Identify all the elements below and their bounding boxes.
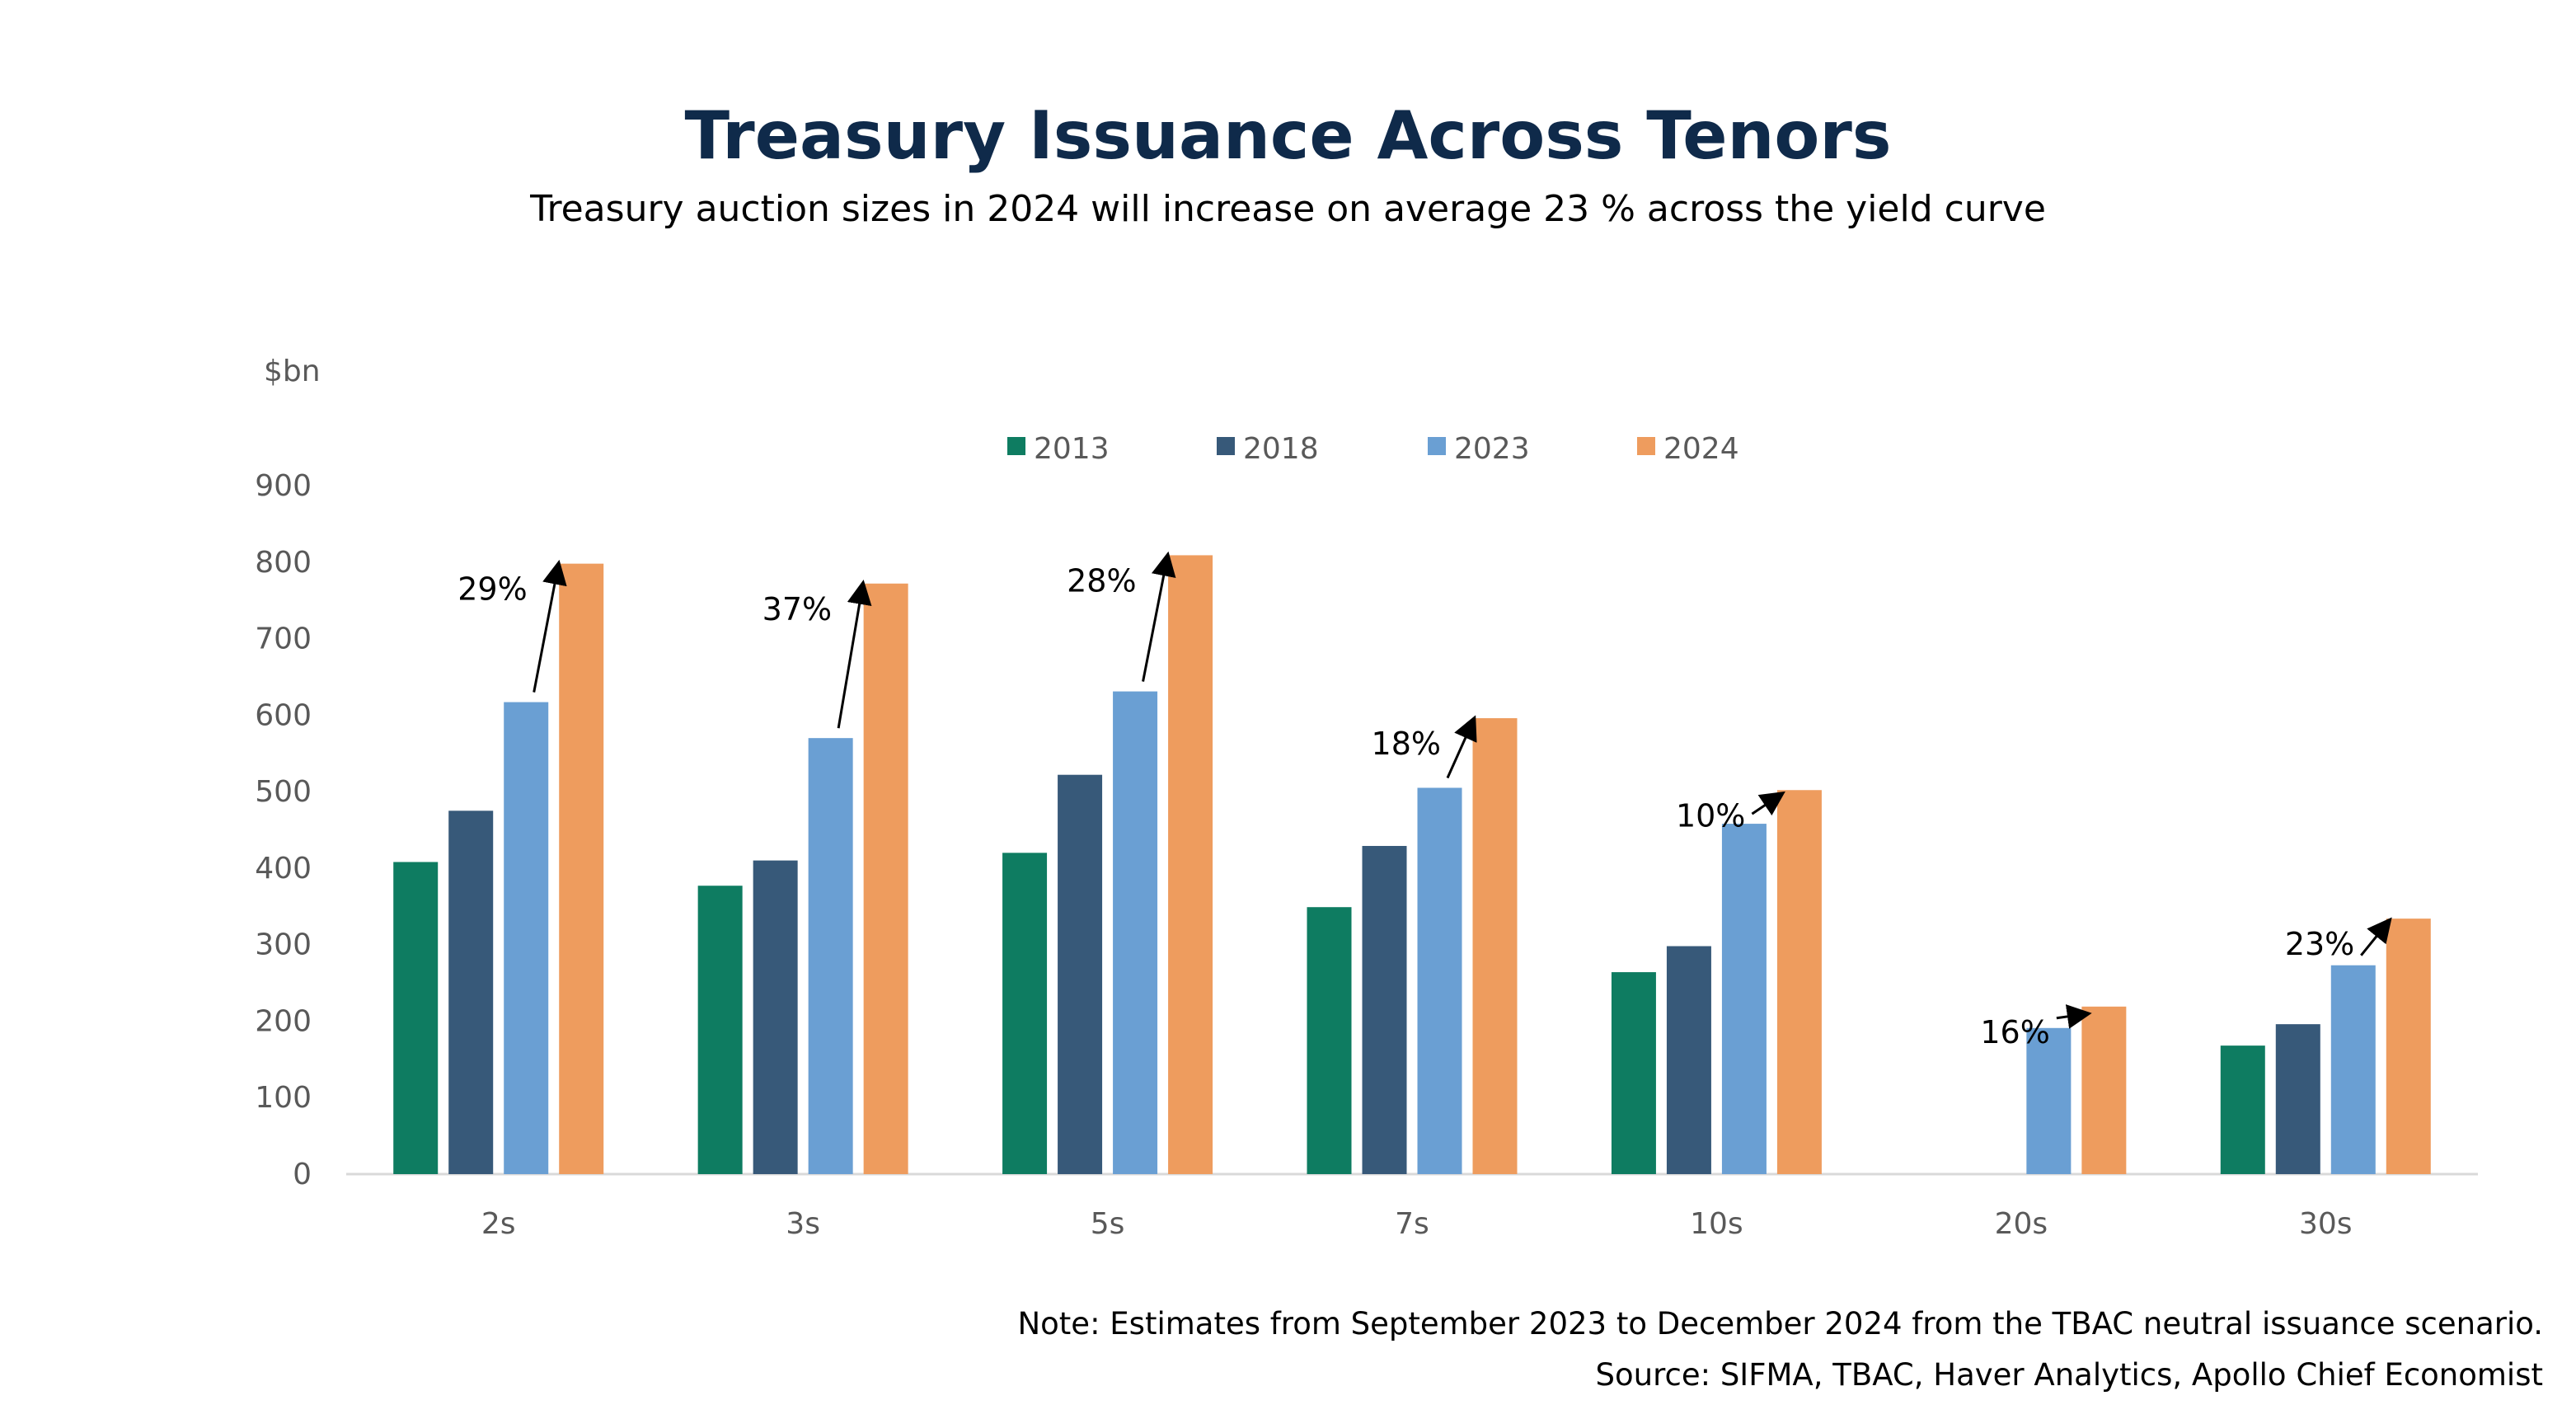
chart-title: Treasury Issuance Across Tenors [684,97,1892,174]
bar-10s-2018 [1666,946,1711,1174]
bar-7s-2018 [1362,845,1407,1174]
x-tick-label-3s: 3s [786,1207,820,1241]
bar-30s-2024 [2386,919,2431,1174]
bar-2s-2024 [559,563,604,1174]
legend-swatch-2024 [1637,437,1655,455]
bar-7s-2013 [1307,907,1352,1174]
chart-subtitle: Treasury auction sizes in 2024 will incr… [530,188,2046,230]
growth-arrow-30s [2360,917,2392,956]
bar-2s-2018 [448,811,494,1174]
bar-3s-2023 [808,738,853,1174]
bar-5s-2018 [1058,774,1103,1174]
x-tick-label-5s: 5s [1091,1207,1125,1241]
y-tick-label: 500 [255,775,312,809]
bar-3s-2018 [753,860,798,1174]
bar-3s-2024 [863,583,908,1174]
y-tick-label: 900 [255,469,312,503]
y-tick-label: 400 [255,852,312,886]
y-tick-label: 700 [255,623,312,656]
legend-label-2013: 2013 [1034,432,1110,466]
growth-arrow-2s [533,559,567,693]
bar-5s-2024 [1168,555,1213,1174]
y-tick-label: 600 [255,698,312,732]
bar-3s-2013 [697,886,743,1174]
legend-swatch-2018 [1217,437,1235,455]
bar-10s-2013 [1611,972,1656,1174]
growth-label-10s: 10% [1676,797,1745,834]
bar-2s-2023 [504,702,549,1174]
bar-30s-2018 [2275,1024,2320,1174]
growth-arrow-3s [837,579,872,729]
y-tick-label: 100 [255,1081,312,1115]
bar-2s-2013 [393,862,439,1174]
growth-arrow-20s [2056,1004,2092,1029]
chart-note: Note: Estimates from September 2023 to D… [1017,1306,2543,1341]
bar-5s-2013 [1002,853,1048,1174]
legend-swatch-2023 [1428,437,1446,455]
bar-7s-2023 [1417,787,1462,1174]
bar-30s-2013 [2220,1045,2265,1174]
bar-5s-2023 [1113,691,1158,1174]
growth-label-3s: 37% [762,591,832,627]
growth-label-20s: 16% [1980,1014,2049,1050]
growth-arrow-10s [1751,791,1785,816]
y-tick-label: 200 [255,1004,312,1038]
growth-label-5s: 28% [1067,562,1136,599]
legend-label-2018: 2018 [1243,432,1319,466]
y-axis-unit-label: $bn [264,355,321,388]
growth-arrow-7s [1446,715,1477,779]
x-tick-label-2s: 2s [481,1207,516,1241]
y-tick-label: 300 [255,928,312,962]
bar-20s-2023 [2026,1027,2072,1174]
y-tick-label: 800 [255,546,312,580]
x-tick-label-30s: 30s [2299,1207,2353,1241]
x-tick-label-7s: 7s [1395,1207,1429,1241]
growth-arrow-5s [1142,551,1176,682]
bar-10s-2024 [1776,790,1822,1174]
x-tick-label-20s: 20s [1995,1207,2048,1241]
legend-label-2023: 2023 [1454,432,1530,466]
chart-source: Source: SIFMA, TBAC, Haver Analytics, Ap… [1595,1357,2543,1393]
growth-label-7s: 18% [1372,726,1441,762]
bar-30s-2023 [2330,965,2376,1174]
y-tick-label: 0 [293,1158,312,1191]
x-tick-label-10s: 10s [1690,1207,1743,1241]
bar-20s-2024 [2081,1006,2127,1174]
growth-label-30s: 23% [2285,926,2354,962]
legend-swatch-2013 [1007,437,1025,455]
growth-label-2s: 29% [457,571,527,608]
legend-label-2024: 2024 [1663,432,1739,466]
bar-7s-2024 [1472,718,1518,1174]
bar-10s-2023 [1721,824,1767,1174]
